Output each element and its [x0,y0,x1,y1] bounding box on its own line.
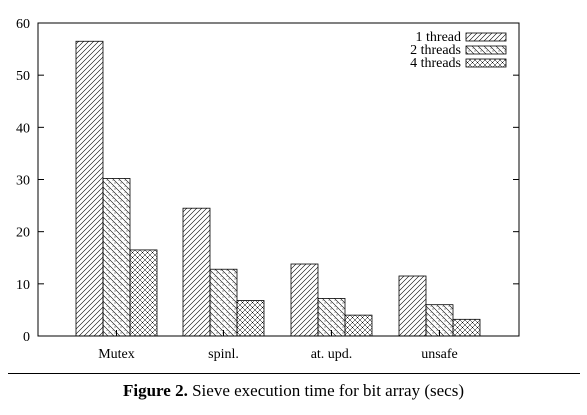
x-tick-label: unsafe [421,347,458,362]
legend-swatch [465,32,507,42]
caption-text: Sieve execution time for bit array (secs… [192,381,464,400]
x-axis: Mutex spinl. at. upd. unsafe [98,330,458,362]
y-tick-label: 10 [16,278,30,293]
y-axis: 0 10 20 30 40 50 60 [16,17,519,345]
bar [398,275,427,337]
legend-swatch [465,58,507,68]
legend-label: 4 threads [410,56,461,71]
bar [182,207,211,337]
y-tick-label: 0 [23,330,30,345]
y-tick-label: 50 [16,69,30,84]
bar [290,263,319,337]
plot-frame [37,22,520,337]
legend-label: 1 thread [416,30,461,45]
bar [317,298,346,337]
caption-rule [8,373,580,374]
caption-label: Figure 2. [122,381,188,400]
bar [75,40,104,337]
bar [102,178,131,337]
y-tick-label: 40 [16,121,30,136]
y-tick-label: 20 [16,226,30,241]
bar [452,318,481,337]
x-tick-label: at. upd. [311,347,353,362]
x-tick-label: spinl. [208,347,239,362]
y-tick-label: 60 [16,17,30,32]
legend-label: 2 threads [410,43,461,58]
x-tick-label: Mutex [98,347,135,362]
bar [129,249,158,337]
bar [344,314,373,337]
legend-swatch [465,45,507,55]
bar [236,300,265,337]
y-tick-label: 30 [16,174,30,189]
bars [75,40,481,337]
bar [209,268,238,337]
figure-caption: Figure 2. Sieve execution time for bit a… [0,381,587,401]
